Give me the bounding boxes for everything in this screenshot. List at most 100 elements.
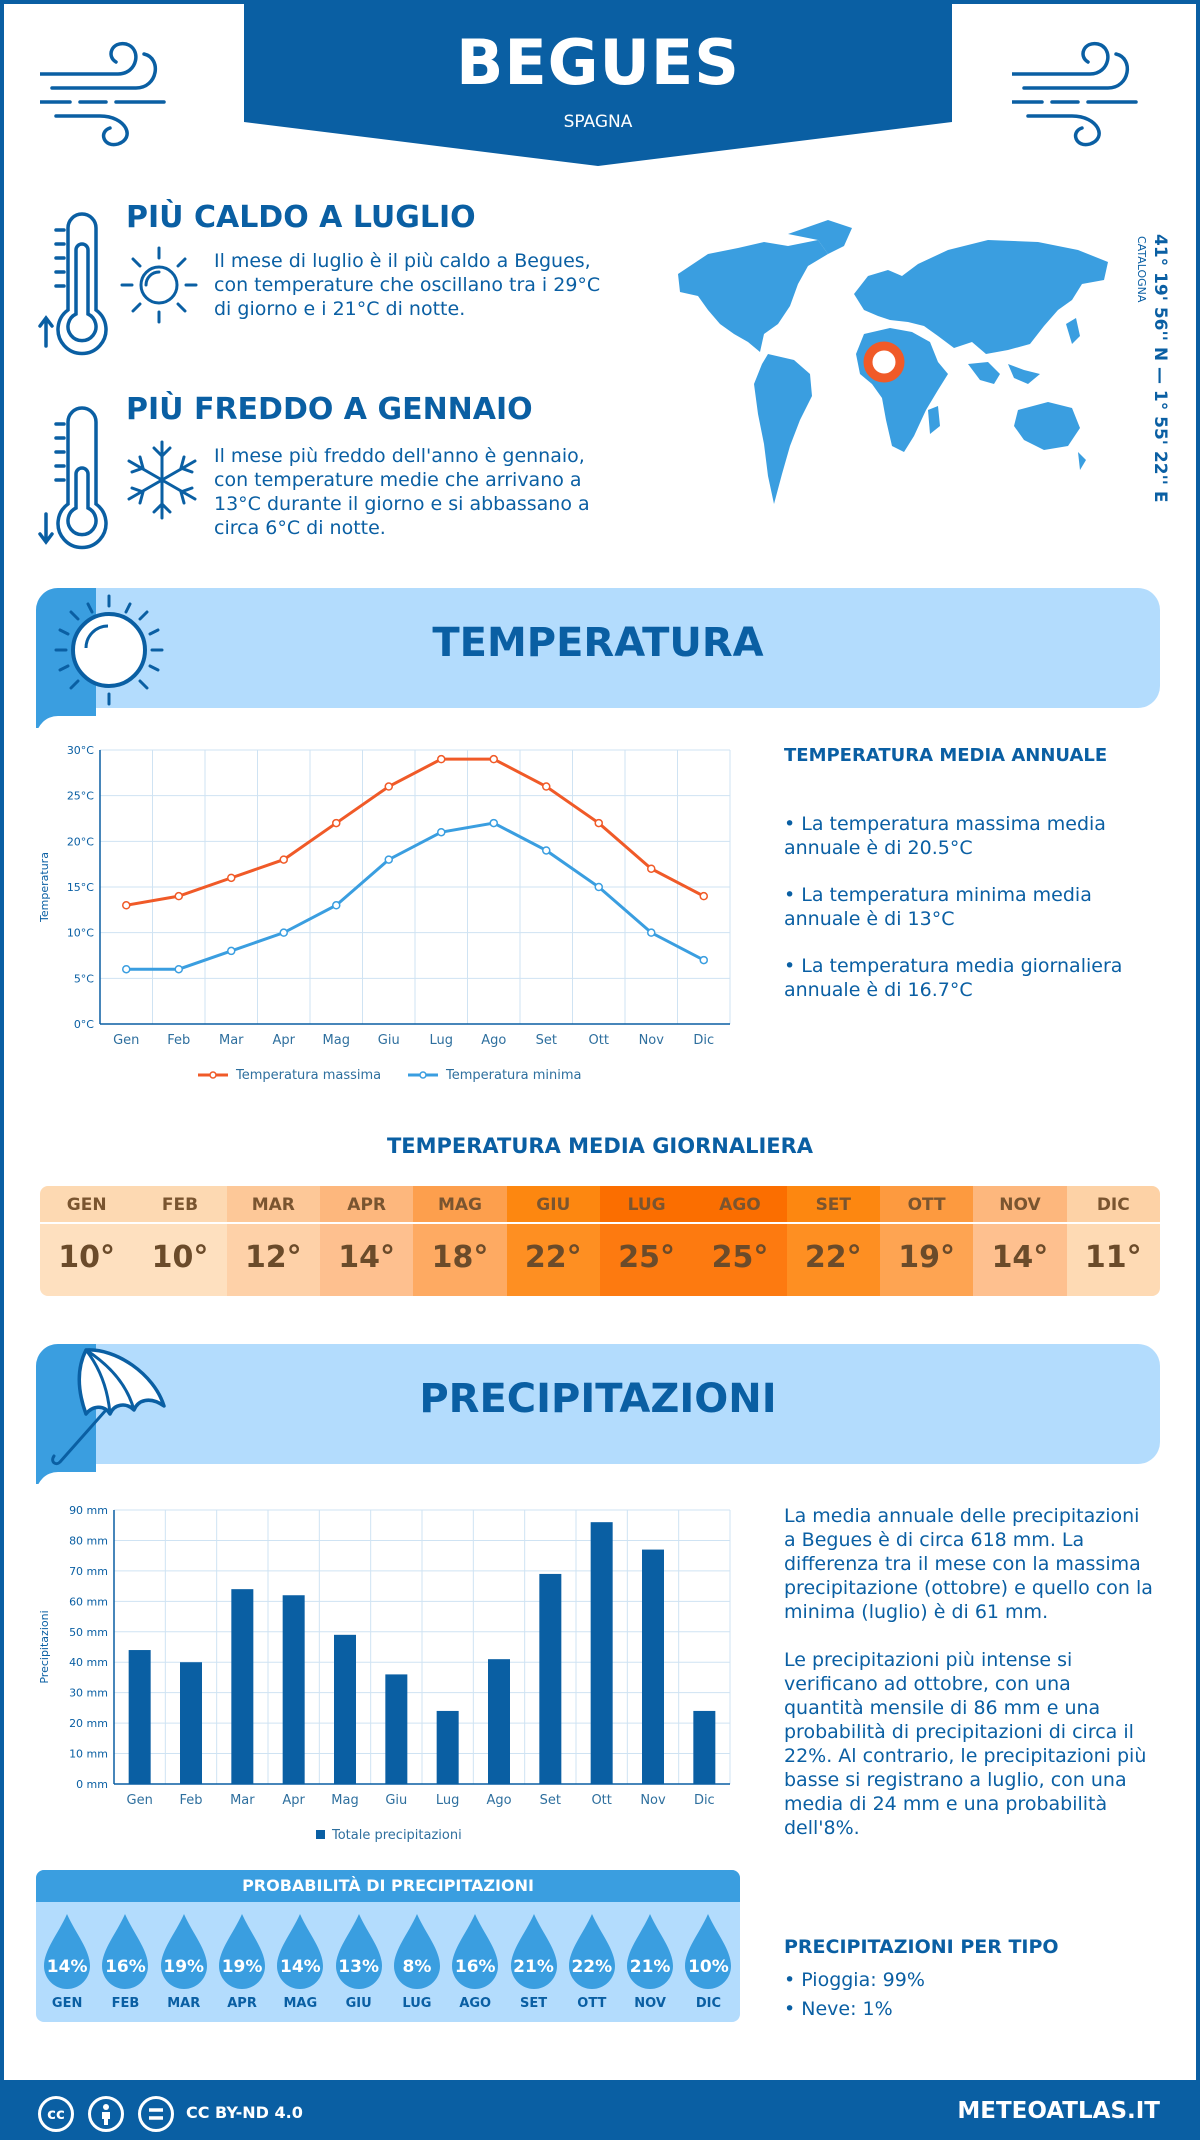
annual-bullet-max: • La temperatura massima media annuale è…	[784, 813, 1106, 859]
series-line	[126, 821, 705, 971]
coldest-text: Il mese più freddo dell'anno è gennaio, …	[214, 445, 590, 539]
y-tick-label: 60 mm	[69, 1595, 108, 1608]
data-point	[489, 818, 498, 828]
data-point	[122, 901, 131, 910]
data-point	[437, 754, 446, 764]
legend-label: Temperatura massima	[235, 1068, 381, 1083]
precip-prob-month: MAG	[283, 1996, 318, 2011]
precip-type-rain: • Pioggia: 99%	[784, 1969, 925, 1991]
daily-temp-table: GEN 10° FEB 10° MAR 12° APR 14° MAG 18° GIU 22° LUG 2…	[40, 1186, 1160, 1296]
y-tick-label: 25°C	[67, 790, 94, 803]
precip-prob-value: 21%	[629, 1957, 671, 1977]
x-tick-label: Nov	[640, 1793, 666, 1808]
precip-prob-value: 14%	[279, 1957, 321, 1977]
x-tick-label: Nov	[639, 1033, 665, 1048]
snowflake-icon	[127, 440, 197, 520]
precip-bar	[128, 1650, 151, 1784]
precip-bar	[436, 1710, 459, 1784]
x-tick-label: Lug	[429, 1033, 453, 1048]
daily-temp-value: 10°	[40, 1224, 134, 1296]
precip-bar	[590, 1522, 613, 1784]
data-point	[122, 964, 131, 974]
precip-prob-month: AGO	[459, 1996, 492, 2011]
daily-temp-cell: SET 22°	[786, 1186, 880, 1296]
wind-icon-left	[40, 41, 166, 147]
precip-prob-value: 10%	[688, 1957, 729, 1977]
daily-temp-month: SET	[786, 1186, 880, 1224]
daily-temp-month: MAR	[226, 1186, 320, 1224]
precip-prob-month: FEB	[111, 1996, 140, 2011]
y-tick-label: 50 mm	[69, 1626, 108, 1639]
precip-prob-item: 19% MAR	[155, 1912, 213, 2011]
daily-temp-value: 11°	[1066, 1224, 1160, 1296]
license-label: CC BY-ND 4.0	[186, 2103, 303, 2122]
precip-text-1: La media annuale delle precipitazioni a …	[784, 1505, 1153, 1623]
data-point	[227, 873, 236, 883]
precip-prob-month: MAR	[167, 1996, 201, 2011]
y-tick-label: 5°C	[74, 972, 94, 985]
y-tick-label: 20°C	[67, 835, 94, 848]
y-tick-label: 15°C	[67, 881, 94, 894]
precip-prob-value: 22%	[571, 1957, 613, 1977]
world-map	[678, 220, 1108, 504]
legend-swatch	[316, 1830, 325, 1839]
x-tick-label: Set	[540, 1793, 561, 1808]
data-point	[332, 901, 341, 910]
cc-icon: cc	[38, 2096, 74, 2132]
precip-prob-item: 10% DIC	[679, 1912, 737, 2011]
data-point	[174, 891, 183, 901]
data-point	[227, 946, 236, 956]
y-tick-label: 70 mm	[69, 1565, 108, 1578]
y-tick-label: 10°C	[67, 927, 94, 940]
data-point	[699, 891, 708, 901]
raindrop-icon	[44, 1914, 91, 1989]
precip-bar	[282, 1595, 305, 1784]
daily-temp-value: 14°	[319, 1224, 414, 1296]
daily-temp-cell: GEN 10°	[40, 1186, 134, 1296]
thermometer-cold-icon	[38, 406, 108, 550]
y-tick-label: 10 mm	[69, 1748, 108, 1761]
y-tick-label: 90 mm	[69, 1504, 108, 1517]
x-tick-label: Gen	[113, 1033, 139, 1048]
data-point	[384, 782, 393, 791]
umbrella-icon	[51, 1348, 166, 1466]
precip-prob-value: 14%	[46, 1957, 88, 1977]
legend-marker	[419, 1071, 427, 1079]
precip-prob-month: OTT	[577, 1996, 607, 2011]
raindrop-icon	[277, 1914, 324, 1989]
y-tick-label: 80 mm	[69, 1534, 108, 1547]
site-link[interactable]: METEOATLAS.IT	[957, 2098, 1160, 2124]
precip-probability-panel: PROBABILITÀ DI PRECIPITAZIONI 14% GEN 16% F…	[36, 1870, 740, 2022]
daily-temp-value: 14°	[973, 1224, 1067, 1296]
precip-prob-item: 19% APR	[213, 1912, 271, 2011]
x-tick-label: Apr	[273, 1033, 296, 1048]
y-tick-label: 0°C	[74, 1018, 94, 1031]
x-tick-label: Ott	[589, 1033, 609, 1048]
daily-temp-cell: NOV 14°	[973, 1186, 1067, 1296]
footer: cc CC BY-ND 4.0 METEOATLAS.IT	[0, 2084, 1200, 2140]
data-point	[437, 827, 446, 837]
precip-text-2: Le precipitazioni più intense si verific…	[784, 1649, 1147, 1839]
daily-temp-cell: LUG 25°	[599, 1186, 694, 1296]
data-point	[699, 955, 708, 965]
precip-prob-month: APR	[227, 1996, 257, 2011]
precip-prob-item: 13% GIU	[329, 1912, 387, 2011]
daily-temp-month: MAG	[413, 1186, 507, 1224]
precip-bar	[539, 1573, 562, 1784]
annual-bullet-mean: • La temperatura media giornaliera annua…	[784, 955, 1123, 1001]
precip-band: PRECIPITAZIONI	[36, 1344, 1160, 1484]
precip-probability-title: PROBABILITÀ DI PRECIPITAZIONI	[36, 1870, 740, 1902]
x-tick-label: Mag	[323, 1033, 350, 1048]
y-axis-title: Temperatura	[38, 852, 51, 923]
precip-prob-month: GEN	[51, 1996, 83, 2011]
data-point	[542, 782, 551, 791]
daily-temp-cell: OTT 19°	[879, 1186, 974, 1296]
precip-type-title: PRECIPITAZIONI PER TIPO	[784, 1936, 1059, 1958]
raindrop-icon	[219, 1914, 266, 1989]
precip-prob-value: 16%	[454, 1957, 496, 1977]
sun-icon	[120, 246, 198, 324]
precip-bar	[385, 1674, 408, 1784]
daily-temp-cell: MAG 18°	[413, 1186, 507, 1296]
data-point	[542, 846, 551, 855]
precip-prob-value: 8%	[402, 1957, 432, 1977]
